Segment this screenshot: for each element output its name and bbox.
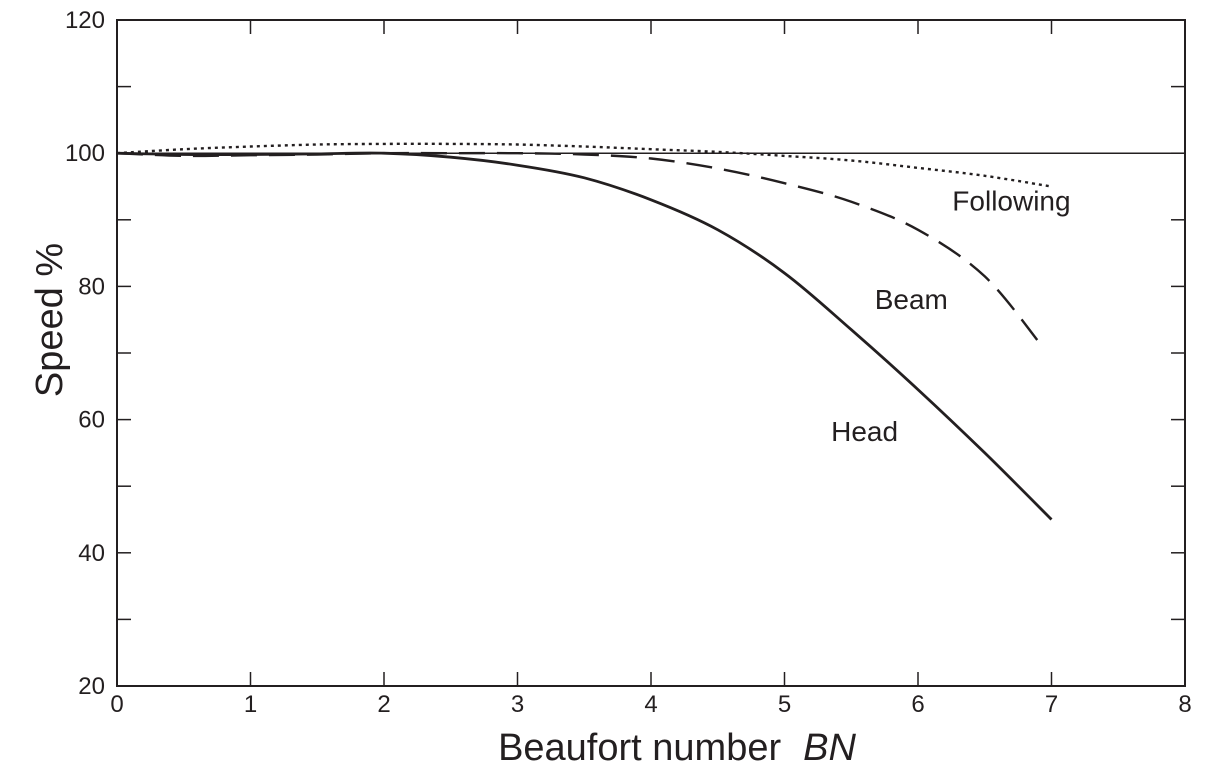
x-tick-label-5: 5 [778, 691, 791, 718]
x-tick-label-6: 6 [911, 691, 924, 718]
x-tick-label-0: 0 [110, 691, 123, 718]
x-tick-label-7: 7 [1045, 691, 1058, 718]
series-annotations: Following Beam Head [831, 185, 1070, 446]
axis-ticks [117, 20, 1185, 686]
x-tick-label-3: 3 [511, 691, 524, 718]
y-tick-label-80: 80 [78, 273, 105, 300]
y-tick-label-20: 20 [78, 673, 105, 700]
x-tick-label-4: 4 [644, 691, 657, 718]
series-label-following: Following [952, 185, 1070, 216]
series-label-beam: Beam [875, 284, 948, 315]
x-tick-label-8: 8 [1178, 691, 1191, 718]
y-tick-label-120: 120 [65, 7, 105, 34]
plot-frame [116, 19, 1186, 687]
series-line-following [116, 142, 1052, 188]
axis-tick-labels: 0 1 2 3 4 5 6 7 8 20 40 60 80 100 120 [65, 7, 1192, 718]
y-tick-label-40: 40 [78, 540, 105, 567]
y-axis-title: Speed % [29, 243, 71, 397]
x-axis-title: Beaufort number BN [498, 727, 856, 769]
series-label-head: Head [831, 416, 898, 447]
y-tick-label-60: 60 [78, 407, 105, 434]
y-tick-label-100: 100 [65, 140, 105, 167]
series-lines [116, 142, 1053, 521]
x-tick-label-2: 2 [377, 691, 390, 718]
series-line-beam [116, 151, 1044, 348]
series-line-head [116, 151, 1053, 521]
x-tick-label-1: 1 [244, 691, 257, 718]
